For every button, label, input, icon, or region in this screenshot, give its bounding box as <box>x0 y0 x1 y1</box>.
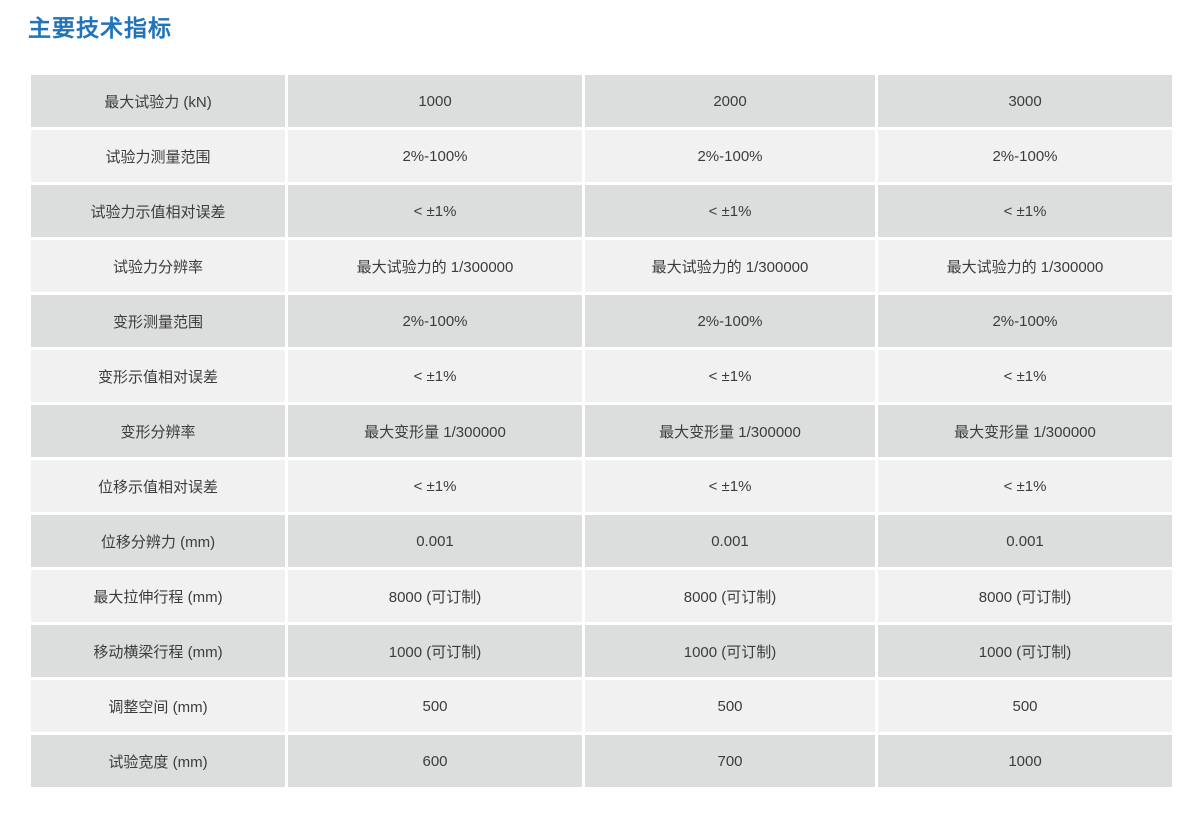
spec-label: 变形分辨率 <box>31 405 285 457</box>
table-row: 位移示值相对误差 < ±1% < ±1% < ±1% <box>31 460 1172 512</box>
spec-table-body: 最大试验力 (kN) 1000 2000 3000 试验力测量范围 2%-100% 2%-1… <box>31 75 1172 787</box>
spec-value: 1000 (可订制) <box>288 625 582 677</box>
spec-value: 最大试验力的 1/300000 <box>878 240 1172 292</box>
spec-value: 500 <box>878 680 1172 732</box>
spec-value: < ±1% <box>585 350 875 402</box>
spec-label: 位移分辨力 (mm) <box>31 515 285 567</box>
spec-value: 2%-100% <box>585 130 875 182</box>
spec-label: 试验力示值相对误差 <box>31 185 285 237</box>
spec-value: 最大试验力的 1/300000 <box>288 240 582 292</box>
spec-label: 变形测量范围 <box>31 295 285 347</box>
spec-value: 2%-100% <box>585 295 875 347</box>
table-row: 调整空间 (mm) 500 500 500 <box>31 680 1172 732</box>
spec-value: 1000 <box>288 75 582 127</box>
spec-value: 1000 <box>878 735 1172 787</box>
spec-value: 2%-100% <box>878 130 1172 182</box>
spec-value: 3000 <box>878 75 1172 127</box>
spec-value: 500 <box>288 680 582 732</box>
spec-value: 0.001 <box>878 515 1172 567</box>
spec-value: 最大变形量 1/300000 <box>288 405 582 457</box>
spec-value: 最大变形量 1/300000 <box>878 405 1172 457</box>
table-row: 最大试验力 (kN) 1000 2000 3000 <box>31 75 1172 127</box>
spec-value: < ±1% <box>585 185 875 237</box>
spec-value: 最大变形量 1/300000 <box>585 405 875 457</box>
spec-label: 最大拉伸行程 (mm) <box>31 570 285 622</box>
table-row: 试验力测量范围 2%-100% 2%-100% 2%-100% <box>31 130 1172 182</box>
spec-label: 试验力测量范围 <box>31 130 285 182</box>
table-row: 移动横梁行程 (mm) 1000 (可订制) 1000 (可订制) 1000 (可订制… <box>31 625 1172 677</box>
spec-value: 2%-100% <box>288 130 582 182</box>
spec-value: < ±1% <box>585 460 875 512</box>
spec-value: 700 <box>585 735 875 787</box>
spec-value: < ±1% <box>878 350 1172 402</box>
spec-value: 0.001 <box>288 515 582 567</box>
spec-value: 2000 <box>585 75 875 127</box>
table-row: 变形测量范围 2%-100% 2%-100% 2%-100% <box>31 295 1172 347</box>
spec-value: 8000 (可订制) <box>585 570 875 622</box>
table-row: 变形示值相对误差 < ±1% < ±1% < ±1% <box>31 350 1172 402</box>
table-row: 最大拉伸行程 (mm) 8000 (可订制) 8000 (可订制) 8000 (可订制… <box>31 570 1172 622</box>
spec-value: 600 <box>288 735 582 787</box>
spec-label: 最大试验力 (kN) <box>31 75 285 127</box>
spec-value: < ±1% <box>288 185 582 237</box>
page-title: 主要技术指标 <box>28 15 172 41</box>
spec-value: 1000 (可订制) <box>585 625 875 677</box>
spec-value: 8000 (可订制) <box>878 570 1172 622</box>
table-row: 试验宽度 (mm) 600 700 1000 <box>31 735 1172 787</box>
spec-value: < ±1% <box>878 185 1172 237</box>
spec-value: 0.001 <box>585 515 875 567</box>
spec-value: 8000 (可订制) <box>288 570 582 622</box>
spec-value: < ±1% <box>878 460 1172 512</box>
spec-label: 位移示值相对误差 <box>31 460 285 512</box>
spec-value: 2%-100% <box>878 295 1172 347</box>
spec-table: 最大试验力 (kN) 1000 2000 3000 试验力测量范围 2%-100% 2%-1… <box>28 72 1175 790</box>
spec-label: 调整空间 (mm) <box>31 680 285 732</box>
table-row: 试验力示值相对误差 < ±1% < ±1% < ±1% <box>31 185 1172 237</box>
spec-label: 变形示值相对误差 <box>31 350 285 402</box>
spec-label: 试验宽度 (mm) <box>31 735 285 787</box>
spec-value: < ±1% <box>288 460 582 512</box>
table-row: 试验力分辨率 最大试验力的 1/300000 最大试验力的 1/300000 最大试验… <box>31 240 1172 292</box>
spec-value: < ±1% <box>288 350 582 402</box>
spec-value: 1000 (可订制) <box>878 625 1172 677</box>
spec-value: 最大试验力的 1/300000 <box>585 240 875 292</box>
spec-label: 移动横梁行程 (mm) <box>31 625 285 677</box>
table-row: 变形分辨率 最大变形量 1/300000 最大变形量 1/300000 最大变形量 1… <box>31 405 1172 457</box>
spec-value: 500 <box>585 680 875 732</box>
table-row: 位移分辨力 (mm) 0.001 0.001 0.001 <box>31 515 1172 567</box>
spec-value: 2%-100% <box>288 295 582 347</box>
spec-label: 试验力分辨率 <box>31 240 285 292</box>
